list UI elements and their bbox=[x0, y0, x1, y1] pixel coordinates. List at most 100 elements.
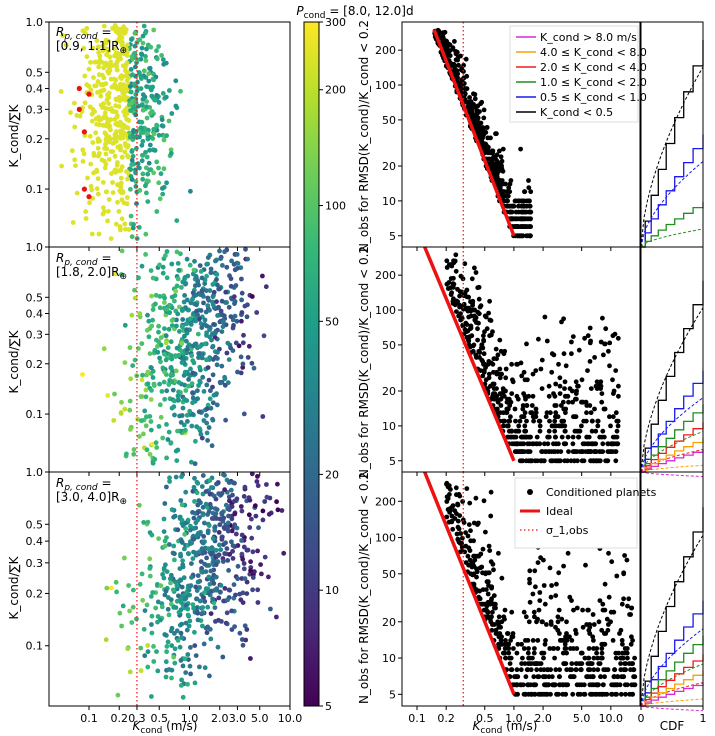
conditioned-point bbox=[494, 152, 500, 158]
scatter-point bbox=[195, 312, 201, 318]
conditioned-point bbox=[519, 233, 525, 239]
scatter-point bbox=[248, 656, 253, 661]
scatter-point bbox=[145, 136, 151, 142]
conditioned-point bbox=[469, 276, 475, 282]
conditioned-point bbox=[471, 342, 477, 348]
scatter-point bbox=[124, 111, 130, 116]
conditioned-point bbox=[507, 181, 513, 187]
scatter-point bbox=[106, 90, 112, 96]
scatter-point bbox=[174, 345, 180, 351]
scatter-point bbox=[96, 64, 102, 70]
conditioned-point bbox=[590, 612, 596, 617]
scatter-point bbox=[114, 59, 120, 65]
scatter-point bbox=[148, 427, 154, 433]
conditioned-point bbox=[600, 449, 606, 454]
conditioned-point bbox=[495, 399, 501, 405]
conditioned-point bbox=[444, 281, 450, 287]
scatter-point bbox=[160, 264, 166, 270]
conditioned-point bbox=[521, 609, 527, 615]
conditioned-point bbox=[551, 391, 556, 396]
conditioned-point bbox=[599, 391, 605, 396]
legend-label: 2.0 ≤ K_cond < 4.0 bbox=[540, 61, 647, 74]
scatter-point bbox=[119, 197, 125, 203]
scatter-point bbox=[214, 272, 220, 277]
scatter-point bbox=[119, 623, 124, 629]
scatter-point bbox=[185, 419, 190, 424]
ylabel-left-bot: K_cond/∑K bbox=[7, 555, 21, 619]
scatter-point bbox=[211, 322, 216, 327]
conditioned-point bbox=[607, 340, 613, 346]
scatter-point bbox=[185, 652, 191, 657]
conditioned-point bbox=[534, 619, 539, 625]
scatter-point bbox=[134, 146, 139, 151]
conditioned-point bbox=[461, 301, 467, 307]
scatter-point bbox=[145, 199, 151, 205]
scatter-point bbox=[186, 377, 192, 382]
scatter-point bbox=[149, 365, 154, 371]
conditioned-point bbox=[563, 410, 568, 416]
conditioned-point bbox=[614, 573, 620, 579]
conditioned-point bbox=[490, 393, 496, 399]
scatter-point bbox=[160, 57, 166, 62]
conditioned-point bbox=[494, 386, 499, 391]
scatter-point bbox=[180, 663, 186, 669]
scatter-point bbox=[103, 115, 108, 121]
conditioned-point bbox=[628, 641, 634, 647]
scatter-point bbox=[182, 531, 188, 537]
scatter-point bbox=[139, 571, 145, 577]
scatter-point bbox=[184, 327, 190, 332]
scatter-point bbox=[149, 622, 154, 627]
scatter-point bbox=[135, 161, 141, 167]
conditioned-point bbox=[489, 627, 495, 633]
scatter-point bbox=[241, 544, 247, 550]
scatter-point bbox=[207, 478, 213, 483]
scatter-point bbox=[205, 365, 211, 370]
scatter-point bbox=[150, 307, 156, 312]
conditioned-point bbox=[471, 102, 476, 107]
scatter-point bbox=[133, 184, 139, 189]
scatter-point bbox=[126, 102, 132, 108]
scatter-point bbox=[210, 536, 216, 541]
conditioned-point bbox=[569, 339, 574, 345]
scatter-point bbox=[192, 461, 198, 467]
conditioned-point bbox=[494, 406, 500, 412]
conditioned-point bbox=[534, 667, 540, 673]
conditioned-point bbox=[588, 338, 593, 344]
ideal-line bbox=[423, 246, 516, 462]
scatter-point bbox=[275, 481, 280, 487]
conditioned-point bbox=[567, 667, 573, 673]
scatter-point bbox=[140, 372, 145, 378]
conditioned-point bbox=[449, 263, 455, 269]
conditioned-point bbox=[610, 377, 615, 383]
conditioned-point bbox=[556, 570, 562, 576]
conditioned-point bbox=[491, 593, 497, 598]
conditioned-point bbox=[522, 189, 527, 195]
conditioned-point bbox=[626, 596, 632, 602]
scatter-point bbox=[234, 496, 240, 502]
conditioned-point bbox=[486, 570, 492, 576]
conditioned-point bbox=[503, 181, 508, 187]
conditioned-point bbox=[618, 661, 623, 666]
conditioned-point bbox=[632, 655, 637, 661]
conditioned-point bbox=[544, 410, 550, 416]
scatter-point bbox=[244, 314, 250, 320]
conditioned-point bbox=[570, 399, 575, 405]
conditioned-point bbox=[532, 646, 537, 651]
scatter-point bbox=[154, 209, 160, 214]
scatter-point bbox=[214, 277, 219, 282]
conditioned-point bbox=[483, 130, 489, 135]
scatter-point bbox=[210, 384, 215, 390]
scatter-point bbox=[69, 148, 75, 154]
conditioned-point bbox=[555, 614, 561, 620]
x-tick-label: 2.0 bbox=[211, 712, 229, 725]
conditioned-point bbox=[515, 361, 520, 367]
scatter-point bbox=[151, 383, 157, 388]
scatter-point bbox=[193, 510, 198, 516]
scatter-point bbox=[139, 52, 145, 57]
scatter-point bbox=[192, 341, 198, 347]
scatter-point bbox=[219, 329, 225, 334]
scatter-point bbox=[125, 74, 130, 80]
scatter-point bbox=[153, 292, 159, 298]
y-ticks: 0.10.20.30.40.51.0 bbox=[26, 466, 49, 653]
